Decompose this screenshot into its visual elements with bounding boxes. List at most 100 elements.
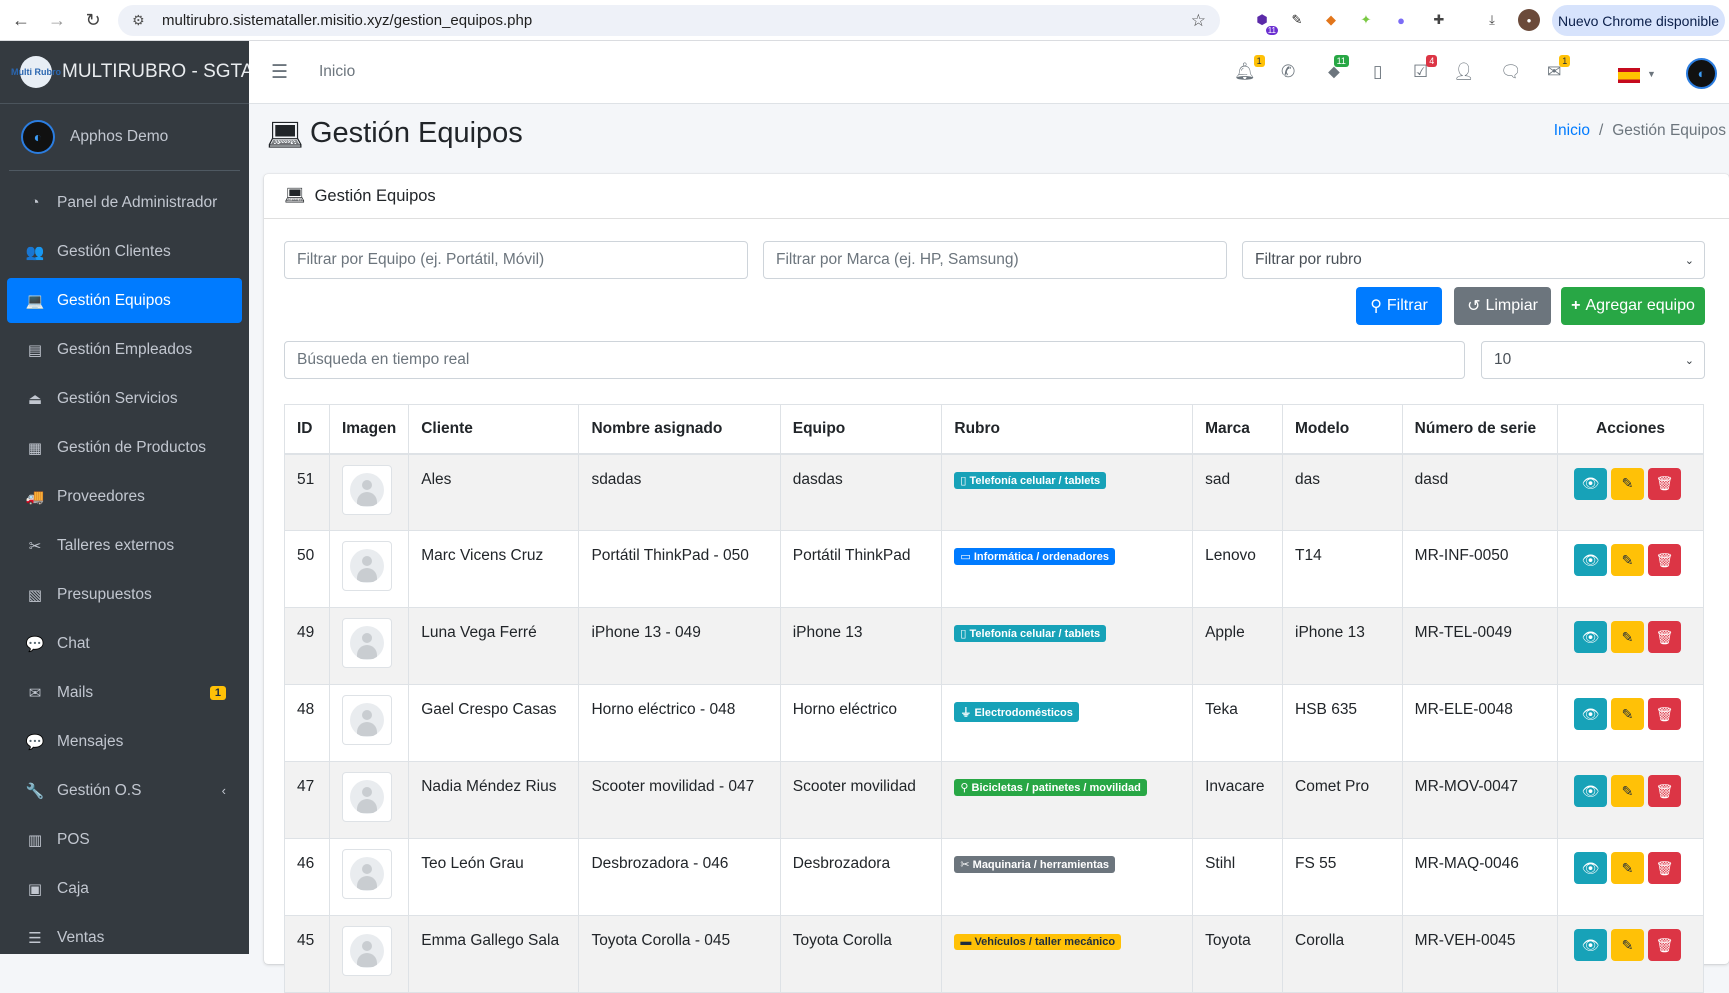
edit-button[interactable]: ✎ [1611, 852, 1645, 884]
breadcrumb-home-link[interactable]: Inicio [1553, 122, 1590, 139]
invoice-icon[interactable]: ▯ [1373, 62, 1383, 81]
sidebar-item-gestión-o-s[interactable]: 🔧 Gestión O.S ‹ [7, 768, 242, 813]
spain-flag-icon[interactable] [1618, 68, 1640, 83]
chat-bubble-icon[interactable]: 🗨︎ [1500, 62, 1522, 81]
column-header[interactable]: Número de serie [1401, 404, 1559, 455]
equipment-image-placeholder[interactable] [341, 464, 392, 515]
sidebar-item-presupuestos[interactable]: ▧ Presupuestos [7, 572, 242, 617]
chevron-left-icon[interactable]: ‹ [221, 783, 226, 798]
delete-button[interactable]: 🗑︎ [1648, 775, 1682, 807]
cell-rubro: ▬ Vehículos / taller mecánico [941, 915, 1194, 993]
sidebar-item-chat[interactable]: 💬 Chat [7, 621, 242, 666]
column-header[interactable]: ID [284, 404, 330, 455]
view-button[interactable]: 👁︎ [1574, 544, 1608, 576]
column-header[interactable]: Rubro [941, 404, 1194, 455]
top-user-avatar[interactable]: ◐ [1686, 58, 1717, 89]
user-placeholder-icon [349, 626, 384, 660]
equipment-image-placeholder[interactable] [341, 926, 392, 976]
browser-toolbar: ← → ↻ ⚙ multirubro.sistemataller.misitio… [0, 0, 1729, 41]
site-settings-icon[interactable]: ⚙ [132, 12, 145, 28]
equipment-image-placeholder[interactable] [341, 772, 392, 822]
column-header[interactable]: Imagen [328, 404, 410, 455]
sidebar-item-gestión-equipos[interactable]: 💻 Gestión Equipos [7, 278, 242, 323]
sidebar-item-gestión-servicios[interactable]: ⏏ Gestión Servicios [7, 376, 242, 421]
metamask-extension-icon[interactable]: ◆ [1326, 12, 1336, 27]
delete-button[interactable]: 🗑︎ [1648, 621, 1682, 653]
wallet-icon: ▣ [27, 880, 43, 898]
delete-button[interactable]: 🗑︎ [1648, 467, 1682, 500]
limpiar-button[interactable]: ↺ Limpiar [1454, 287, 1551, 325]
chrome-update-button[interactable]: Nuevo Chrome disponible [1552, 5, 1725, 36]
edit-button[interactable]: ✎ [1611, 929, 1645, 961]
view-button[interactable]: 👁︎ [1574, 852, 1608, 884]
view-button[interactable]: 👁︎ [1574, 698, 1608, 730]
cell-image [328, 453, 410, 531]
extension-icon[interactable]: ⬢ 11 [1256, 12, 1278, 35]
tasks-icon[interactable]: ☑ 4 [1413, 55, 1438, 82]
sidebar-item-gestión-clientes[interactable]: 👥 Gestión Clientes [7, 229, 242, 274]
search-icon: ⚲ [1370, 298, 1382, 315]
filtrar-button[interactable]: ⚲ Filtrar [1356, 287, 1442, 325]
sidebar-item-gestión-de-productos[interactable]: ▦ Gestión de Productos [7, 425, 242, 470]
eyedropper-extension-icon[interactable]: ✎ [1291, 12, 1303, 27]
sidebar-item-caja[interactable]: ▣ Caja [7, 866, 242, 911]
page-size-select[interactable]: 10 ⌄ [1481, 341, 1705, 379]
column-header[interactable]: Nombre asignado [578, 404, 781, 455]
column-header[interactable]: Cliente [408, 404, 580, 455]
tags-icon[interactable]: ⬥ 11 [1328, 55, 1349, 82]
reload-icon[interactable]: ↻ [85, 9, 101, 30]
filter-rubro-select[interactable]: Filtrar por rubro ⌄ [1242, 241, 1705, 279]
phone-icon[interactable]: ✆ [1281, 62, 1296, 81]
view-button[interactable]: 👁︎ [1574, 775, 1608, 807]
agregar-equipo-button[interactable]: + Agregar equipo [1561, 287, 1705, 325]
edit-button[interactable]: ✎ [1611, 544, 1645, 576]
hamburger-menu-icon[interactable]: ☰ [271, 62, 289, 83]
nav-home-link[interactable]: Inicio [319, 63, 356, 80]
column-header[interactable]: Modelo [1282, 404, 1403, 455]
user-panel[interactable]: ◐ Apphos Demo [9, 104, 240, 171]
mail-icon[interactable]: ✉ 1 [1547, 55, 1571, 82]
delete-button[interactable]: 🗑︎ [1648, 544, 1682, 576]
edit-button[interactable]: ✎ [1611, 621, 1645, 653]
user-check-icon[interactable]: 👤︎ [1453, 62, 1475, 81]
edit-button[interactable]: ✎ [1611, 775, 1645, 807]
view-button[interactable]: 👁︎ [1574, 621, 1608, 653]
delete-button[interactable]: 🗑︎ [1648, 852, 1682, 884]
column-header[interactable]: Marca [1192, 404, 1284, 455]
download-icon[interactable]: ⤓ [1489, 12, 1495, 27]
filter-marca-input[interactable]: Filtrar por Marca (ej. HP, Samsung) [763, 241, 1227, 279]
view-button[interactable]: 👁︎ [1574, 467, 1608, 500]
forward-icon[interactable]: → [48, 9, 66, 30]
sidebar-item-pos[interactable]: ▥ POS [7, 817, 242, 862]
leaf-extension-icon[interactable]: ✦ [1360, 12, 1372, 27]
sidebar-item-mensajes[interactable]: 💬 Mensajes [7, 719, 242, 764]
equipment-image-placeholder[interactable] [341, 695, 392, 745]
delete-button[interactable]: 🗑︎ [1648, 698, 1682, 730]
sidebar-item-proveedores[interactable]: 🚚 Proveedores [7, 474, 242, 519]
equipment-image-placeholder[interactable] [341, 541, 392, 591]
sidebar-item-ventas[interactable]: ☰ Ventas [7, 915, 242, 954]
edit-button[interactable]: ✎ [1611, 467, 1645, 500]
profile-avatar-icon[interactable]: • [1518, 9, 1540, 31]
column-header[interactable]: Equipo [779, 404, 943, 455]
sidebar-item-gestión-empleados[interactable]: ▤ Gestión Empleados [7, 327, 242, 372]
equipment-image-placeholder[interactable] [341, 618, 392, 668]
sidebar-item-talleres-externos[interactable]: ✂ Talleres externos [7, 523, 242, 568]
bookmark-star-icon[interactable]: ☆ [1190, 10, 1206, 30]
address-bar[interactable]: ⚙ multirubro.sistemataller.misitio.xyz/g… [118, 5, 1220, 36]
sidebar-item-mails[interactable]: ✉ Mails 1 [7, 670, 242, 715]
realtime-search-input[interactable]: Búsqueda en tiempo real [284, 341, 1465, 379]
sidebar-item-panel-de-administrador[interactable]: ◔ Panel de Administrador [7, 180, 242, 225]
edit-button[interactable]: ✎ [1611, 698, 1645, 730]
delete-button[interactable]: 🗑︎ [1648, 929, 1682, 961]
brand-link[interactable]: Multi Rubro MULTIRUBRO - SGTA OS [0, 41, 249, 104]
equipment-image-placeholder[interactable] [341, 849, 392, 899]
ghost-extension-icon[interactable]: ● [1397, 12, 1405, 28]
column-header[interactable]: Acciones [1557, 404, 1704, 455]
language-caret-icon[interactable]: ▼ [1647, 69, 1656, 79]
view-button[interactable]: 👁︎ [1574, 929, 1608, 961]
filter-equipo-input[interactable]: Filtrar por Equipo (ej. Portátil, Móvil) [284, 241, 748, 279]
notification-bell-icon[interactable]: 🔔︎ 1 [1234, 55, 1265, 82]
back-icon[interactable]: ← [12, 9, 30, 30]
extensions-puzzle-icon[interactable]: ✚ [1433, 12, 1445, 27]
